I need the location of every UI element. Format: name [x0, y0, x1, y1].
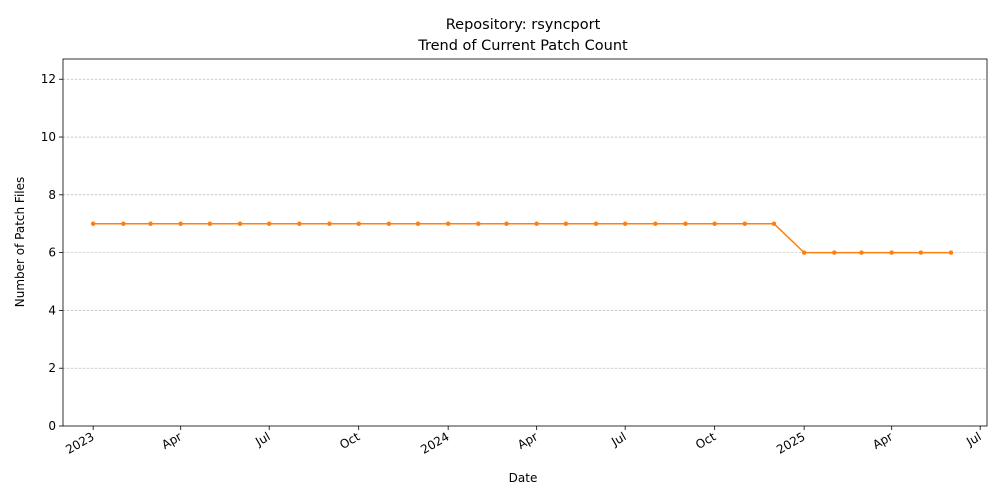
data-point — [476, 221, 481, 226]
x-tick-label: Apr — [515, 429, 540, 452]
data-point — [237, 221, 243, 226]
x-axis-ticks: 2023 Apr Jul Oct 2024 Apr Jul Oct 2025 Apr Jul — [63, 426, 984, 457]
data-point — [415, 221, 421, 226]
series-line — [93, 222, 952, 254]
grid-lines — [63, 78, 987, 369]
data-point — [801, 250, 807, 255]
data-point — [622, 221, 628, 226]
data-point — [386, 221, 392, 226]
data-point — [148, 221, 153, 226]
x-tick-label: 2024 — [418, 429, 451, 456]
y-tick-label: 8 — [48, 188, 56, 202]
y-tick-label: 6 — [48, 246, 56, 260]
data-point — [266, 221, 272, 226]
x-tick-label: Apr — [870, 429, 895, 452]
plot-frame — [62, 58, 988, 427]
data-point — [948, 250, 954, 255]
x-tick-label: Jul — [963, 429, 983, 449]
x-tick-label: Oct — [337, 429, 362, 452]
data-point — [178, 221, 183, 226]
data-point — [832, 250, 837, 255]
data-point — [889, 250, 894, 255]
x-tick-label: Apr — [159, 429, 184, 452]
data-point — [534, 221, 539, 226]
y-tick-label: 2 — [48, 361, 56, 375]
data-point — [563, 221, 569, 226]
data-point — [683, 221, 688, 226]
axes — [62, 58, 988, 427]
y-tick-label: 0 — [48, 419, 56, 433]
x-tick-label: 2025 — [774, 429, 807, 456]
data-point — [356, 221, 361, 226]
data-point — [593, 221, 599, 226]
data-point — [918, 250, 924, 255]
data-point — [771, 221, 777, 226]
x-axis-title: Date — [509, 471, 538, 485]
x-tick-label: Jul — [608, 429, 628, 449]
data-point — [207, 221, 213, 226]
chart-subtitle: Trend of Current Patch Count — [417, 38, 628, 54]
x-tick-label: 2023 — [63, 429, 96, 456]
y-tick-label: 10 — [41, 130, 56, 144]
data-point — [712, 221, 717, 226]
data-point — [327, 221, 332, 226]
series-patch-count — [90, 221, 954, 255]
data-point — [653, 221, 658, 226]
y-axis-ticks: 0 2 4 6 8 10 12 — [41, 72, 63, 433]
chart-title: Repository: rsyncport — [446, 17, 601, 33]
data-point — [742, 221, 748, 226]
data-point — [859, 250, 864, 255]
y-tick-label: 4 — [48, 303, 56, 317]
data-point — [445, 221, 451, 226]
x-tick-label: Oct — [693, 429, 718, 452]
data-point — [297, 221, 302, 226]
y-axis-title: Number of Patch Files — [13, 177, 27, 308]
data-point — [121, 221, 126, 226]
x-tick-label: Jul — [252, 429, 272, 449]
y-tick-label: 12 — [41, 72, 56, 86]
data-point — [504, 221, 509, 226]
data-point — [90, 221, 96, 226]
